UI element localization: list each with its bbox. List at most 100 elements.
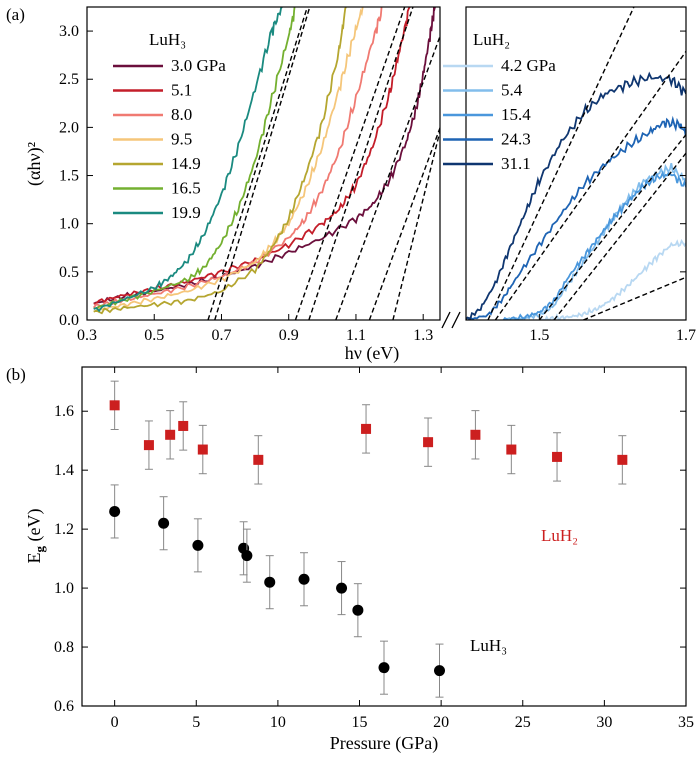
- tangent-line-0-5: [214, 7, 311, 320]
- tangent-line-1-0: [583, 276, 686, 320]
- y-tick-label-b-5: 1.6: [54, 403, 74, 420]
- data-point-1-1: [158, 517, 170, 529]
- legend-label-1-4: 31.1: [501, 154, 531, 173]
- legend-label-0-0: 3.0 GPa: [171, 56, 226, 75]
- data-point-0-5: [253, 454, 264, 465]
- y-tick-label-5: 2.5: [59, 71, 79, 88]
- x-tick-label-0-0: 0.3: [77, 327, 97, 344]
- y-tick-label-b-3: 1.2: [54, 521, 74, 538]
- data-point-0-0: [109, 400, 120, 411]
- data-point-1-0: [109, 505, 121, 517]
- panel-b-label: (b): [6, 365, 26, 384]
- tangent-line-1-1: [553, 152, 686, 320]
- legend-label-0-2: 8.0: [171, 105, 192, 124]
- y-axis-title-main: E: [24, 552, 44, 563]
- legend-title-0: LuH₃: [149, 30, 186, 49]
- data-point-0-4: [197, 444, 208, 455]
- data-point-0-3: [178, 420, 189, 431]
- legend-label-0-4: 14.9: [171, 154, 201, 173]
- series-line-0-0: [93, 7, 436, 305]
- legend-label-0-3: 9.5: [171, 130, 192, 149]
- tangent-line-0-3: [308, 7, 414, 320]
- y-tick-label-4: 2.0: [59, 119, 79, 136]
- y-tick-label-b-4: 1.4: [54, 462, 74, 479]
- legend-label-0-5: 16.5: [171, 179, 201, 198]
- tangent-line-1-4: [487, 7, 635, 320]
- x-tick-label-1-0: 1.5: [529, 327, 549, 344]
- y-tick-label-b-1: 0.8: [54, 639, 74, 656]
- series-label-luh2: LuH₂: [541, 526, 578, 545]
- x-tick-label-0-5: 1.3: [413, 327, 433, 344]
- y-tick-label-6: 3.0: [59, 23, 79, 40]
- y-tick-label-0: 0.0: [59, 312, 79, 329]
- data-point-1-5: [264, 576, 276, 588]
- tangent-line-1-2: [538, 133, 686, 320]
- series-line-0-4: [93, 7, 347, 315]
- legend-label-1-2: 15.4: [501, 105, 531, 124]
- series-line-1-4: [466, 71, 686, 320]
- series-line-0-1: [93, 7, 411, 305]
- legend-title-1: LuH₂: [473, 30, 510, 49]
- x-tick-label-0-4: 1.1: [346, 327, 366, 344]
- data-point-0-2: [165, 429, 176, 440]
- data-point-1-8: [352, 604, 364, 616]
- y-tick-label-b-0: 0.6: [54, 698, 74, 715]
- y-axis-title-unit: (eV): [24, 509, 45, 546]
- panel-a-plot: 0.3 0.5 0.7 0.9 1.1 1.3 LuH₃ 3.0 GPa 5.1 8.0 9.5 14…: [24, 6, 696, 364]
- legend-label-1-3: 24.3: [501, 130, 531, 149]
- panel-b-plot: 0 5 10 15 20 25 30 35 0.6 0.8 1.0 1.2 1.4 1.6 LuH₂ LuH₃…: [24, 366, 694, 754]
- y-axis-title-sub: g: [32, 545, 47, 552]
- x-axis-title: hν (eV): [345, 343, 400, 364]
- y-tick-label-b-2: 1.0: [54, 580, 74, 597]
- x-tick-label-b-5: 25: [515, 714, 531, 731]
- legend-label-0-6: 19.9: [171, 203, 201, 222]
- plot-frame-b: [81, 366, 687, 707]
- tangent-line-0-0: [392, 128, 440, 320]
- y-tick-label-1: 0.5: [59, 264, 79, 281]
- x-tick-label-0-1: 0.5: [144, 327, 164, 344]
- x-tick-label-0-2: 0.7: [211, 327, 231, 344]
- tangent-line-0-6: [207, 7, 309, 320]
- y-tick-label-2: 1.0: [59, 216, 79, 233]
- y-axis-title-b: Eg (eV): [24, 509, 47, 564]
- data-point-0-9: [506, 444, 517, 455]
- panel-a-label: (a): [6, 5, 25, 24]
- x-tick-label-b-2: 10: [270, 714, 286, 731]
- y-axis-title: (αhν)²: [24, 142, 45, 186]
- series-line-0-6: [93, 7, 283, 313]
- data-point-1-9: [378, 662, 390, 674]
- data-point-0-1: [143, 440, 154, 451]
- series-line-1-2: [502, 170, 686, 320]
- series-line-0-2: [92, 7, 383, 309]
- data-point-1-10: [434, 665, 446, 677]
- tangent-line-0-2: [335, 34, 440, 320]
- data-point-0-7: [423, 437, 434, 448]
- data-point-1-2: [192, 539, 204, 551]
- x-tick-label-1-1: 1.7: [676, 327, 696, 344]
- series-label-luh3: LuH₃: [470, 636, 507, 655]
- series-line-0-3: [93, 7, 364, 313]
- data-point-1-4: [241, 550, 253, 562]
- x-tick-label-b-6: 30: [596, 714, 612, 731]
- axis-break-mark-1: [451, 311, 461, 329]
- x-tick-label-0-3: 0.9: [279, 327, 299, 344]
- plot-frame-0: [86, 6, 441, 321]
- x-tick-label-b-4: 20: [433, 714, 449, 731]
- data-point-0-10: [552, 451, 563, 462]
- data-point-1-6: [298, 573, 310, 585]
- legend-label-1-1: 5.4: [501, 81, 523, 100]
- legend-label-0-1: 5.1: [171, 81, 192, 100]
- x-tick-label-b-3: 15: [352, 714, 368, 731]
- legend-label-1-0: 4.2 GPa: [501, 56, 556, 75]
- data-point-0-11: [617, 454, 628, 465]
- x-tick-label-b-7: 35: [678, 714, 694, 731]
- x-tick-label-b-0: 0: [111, 714, 119, 731]
- data-point-0-8: [470, 429, 481, 440]
- axis-break-mark-0: [441, 311, 451, 329]
- data-point-0-6: [361, 423, 372, 434]
- data-point-1-7: [336, 582, 348, 594]
- series-line-1-0: [538, 238, 686, 320]
- y-tick-label-3: 1.5: [59, 168, 79, 185]
- x-axis-title-b: Pressure (GPa): [330, 733, 438, 754]
